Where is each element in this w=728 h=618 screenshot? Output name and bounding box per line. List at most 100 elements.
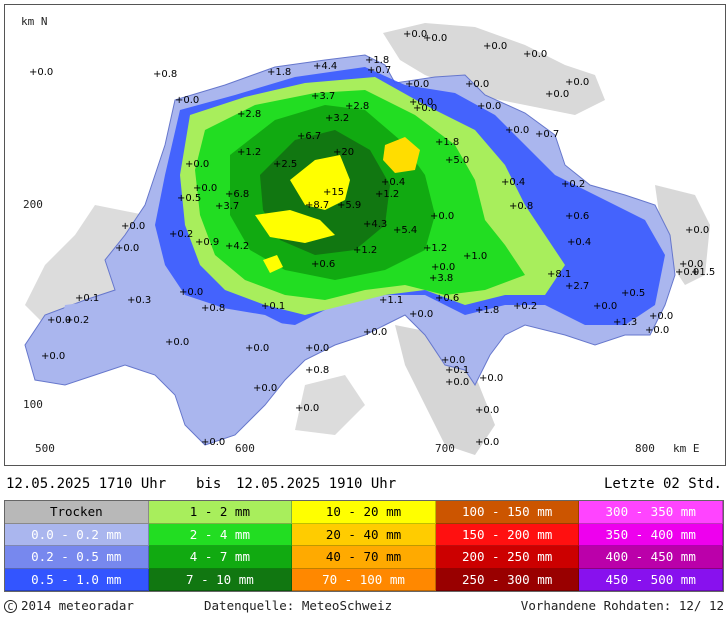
station-value: +1.2 [237, 147, 261, 158]
station-value: +0.0 [405, 79, 429, 90]
precip-10-20mm-west [255, 210, 335, 243]
x-tick-800: 800 [635, 442, 655, 455]
station-value: +1.0 [463, 251, 487, 262]
station-value: +0.0 [675, 267, 699, 278]
station-value: +0.0 [565, 77, 589, 88]
legend-cell: 20 - 40 mm [292, 523, 436, 546]
station-value: +0.0 [475, 405, 499, 416]
station-value: +0.0 [413, 103, 437, 114]
time-from: 12.05.2025 1710 Uhr [6, 476, 167, 492]
precip-10-20mm-center [290, 155, 350, 210]
precipitation-legend: Trocken 1 - 2 mm 10 - 20 mm 100 - 150 mm 300… [4, 500, 724, 592]
station-value: +8.7 [305, 200, 329, 211]
legend-cell: 0.5 - 1.0 mm [5, 568, 149, 591]
station-value: +0.0 [685, 225, 709, 236]
data-source: Datenquelle: MeteoSchweiz [204, 598, 393, 613]
x-tick-500: 500 [35, 442, 55, 455]
axis-east-label: km E [673, 442, 700, 455]
station-value: +0.0 [477, 101, 501, 112]
legend-cell: 4 - 7 mm [148, 546, 293, 569]
station-value: +4.2 [225, 241, 249, 252]
legend-cell: 250 - 300 mm [435, 568, 580, 591]
station-value: +1.8 [475, 305, 499, 316]
station-value: +5.4 [393, 225, 417, 236]
station-value: +0.0 [505, 125, 529, 136]
station-value: +2.8 [237, 109, 261, 120]
precip-10-20mm-north [383, 137, 420, 173]
station-value: +0.0 [430, 211, 454, 222]
legend-cell: 7 - 10 mm [148, 568, 293, 591]
station-value: +1.8 [435, 137, 459, 148]
station-value: +0.7 [535, 129, 559, 140]
station-value: +1.2 [423, 243, 447, 254]
station-value: +0.0 [295, 403, 319, 414]
legend-cell: 350 - 400 mm [579, 523, 723, 546]
relief-north [383, 23, 605, 115]
precip-10-20mm-south [263, 255, 283, 273]
station-value: +0.0 [475, 437, 499, 448]
relief-southeast [295, 375, 365, 435]
station-value: +0.8 [153, 69, 177, 80]
period-label: Letzte 02 Std. [603, 476, 722, 492]
station-value: +2.5 [273, 159, 297, 170]
station-value: +0.0 [47, 315, 71, 326]
station-value: +0.4 [567, 237, 591, 248]
station-value: +0.2 [513, 301, 537, 312]
station-value: +0.0 [649, 311, 673, 322]
legend-cell: 2 - 4 mm [148, 523, 293, 546]
station-value: +1.2 [353, 245, 377, 256]
raw-data-count: Vorhandene Rohdaten: 12/ 12 [520, 598, 724, 613]
station-value: +0.0 [409, 309, 433, 320]
station-value: +0.0 [305, 343, 329, 354]
station-value: +0.8 [201, 303, 225, 314]
station-value: +0.0 [253, 383, 277, 394]
legend-cell: 450 - 500 mm [579, 568, 723, 591]
station-value: +0.0 [441, 355, 465, 366]
station-value: +0.3 [127, 295, 151, 306]
station-value: +20 [333, 147, 354, 158]
legend-cell: 200 - 250 mm [435, 546, 580, 569]
station-value: +0.0 [185, 159, 209, 170]
station-value: +1.8 [267, 67, 291, 78]
station-value: +0.0 [431, 262, 455, 273]
station-value: +0.4 [381, 177, 405, 188]
legend-cell: 0.2 - 0.5 mm [5, 546, 149, 569]
copyright-text: 2014 meteoradar [21, 598, 134, 613]
station-value: +0.0 [545, 89, 569, 100]
time-row: 12.05.2025 1710 Uhr bis 12.05.2025 1910 … [4, 476, 724, 494]
station-value: +3.2 [325, 113, 349, 124]
station-value: +0.9 [195, 237, 219, 248]
station-value: +4.4 [313, 61, 337, 72]
station-value: +0.6 [565, 211, 589, 222]
station-value: +0.0 [423, 33, 447, 44]
station-value: +0.0 [245, 343, 269, 354]
station-value: +0.0 [201, 437, 225, 448]
station-value: +8.1 [547, 269, 571, 280]
station-value: +2.8 [345, 101, 369, 112]
legend-cell: 70 - 100 mm [292, 568, 436, 591]
legend-cell: 10 - 20 mm [292, 501, 436, 524]
station-value: +0.1 [261, 301, 285, 312]
legend-cell: 300 - 350 mm [579, 501, 723, 524]
legend-cell: 400 - 450 mm [579, 546, 723, 569]
station-value: +0.0 [193, 183, 217, 194]
legend-cell: 0.0 - 0.2 mm [5, 523, 149, 546]
station-value: +0.0 [121, 221, 145, 232]
relief-south [395, 325, 495, 455]
station-value: +1.2 [375, 189, 399, 200]
station-value: +0.6 [311, 259, 335, 270]
station-value: +0.0 [175, 95, 199, 106]
station-value: +3.7 [311, 91, 335, 102]
station-value: +0.7 [367, 65, 391, 76]
legend-cell: 100 - 150 mm [435, 501, 580, 524]
footer: C 2014 meteoradar Datenquelle: MeteoSchwe… [4, 598, 724, 616]
precipitation-map: km N 200 100 500 600 700 800 km E +0.0 +0… [4, 4, 726, 466]
station-value: +4.3 [363, 219, 387, 230]
legend-cell: 40 - 70 mm [292, 546, 436, 569]
map-svg: km N 200 100 500 600 700 800 km E +0.0+0… [5, 5, 725, 465]
station-value: +0.0 [523, 49, 547, 60]
station-value: +0.0 [41, 351, 65, 362]
station-labels: +0.0+0.0+0.0+0.0+1.8+0.7+4.4+1.8+0.0 +0.0… [29, 29, 715, 448]
time-to: 12.05.2025 1910 Uhr [236, 476, 397, 492]
y-tick-200: 200 [23, 198, 43, 211]
